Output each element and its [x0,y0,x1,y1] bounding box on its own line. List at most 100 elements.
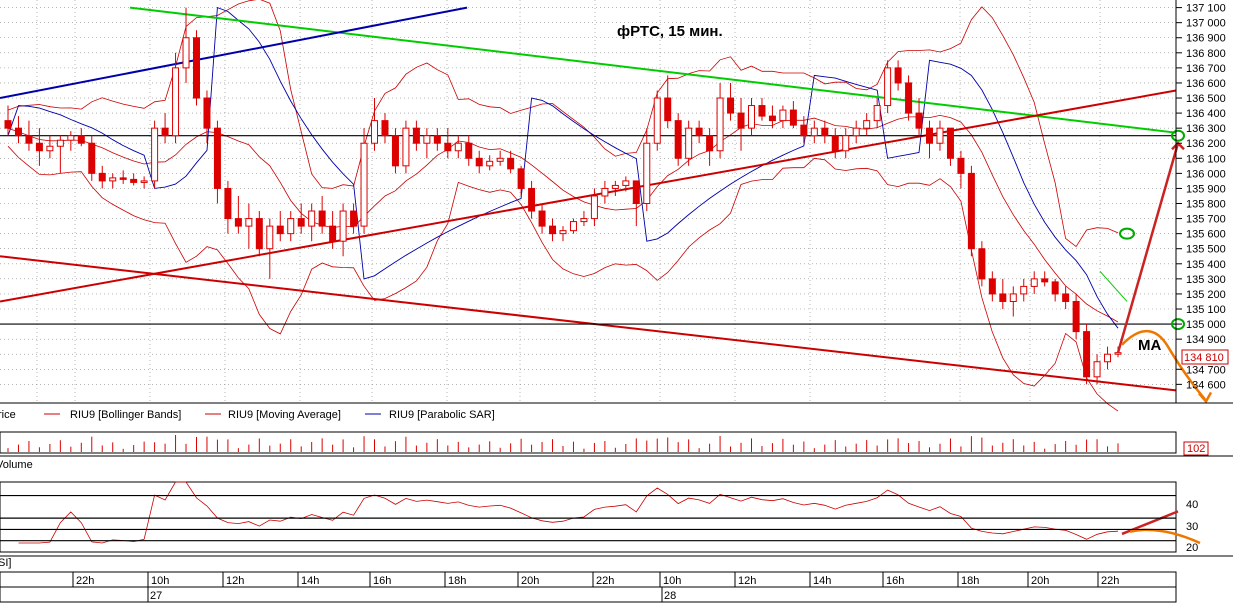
volume-bars [7,435,1119,452]
candle-body [46,145,54,152]
candle-body [423,135,431,144]
candle-body [350,210,358,227]
candle-body [234,218,242,227]
candle-body [653,97,661,144]
candle-body [863,120,871,129]
candle-body [276,225,284,235]
price-tick-label: 136 900 [1186,33,1226,45]
candle-body [926,127,934,144]
candle-body [381,120,389,137]
candle-body [664,97,672,122]
candle-body [559,230,567,235]
candle-body [465,142,473,159]
date-label: 28 [664,590,676,602]
candle-body [151,127,159,182]
candle-body [549,225,557,235]
candle-body [946,127,954,159]
time-label: 20h [521,575,539,587]
candle-body [507,157,515,170]
candle-body [758,105,766,117]
trendline [0,6,468,100]
candle-body [590,195,598,220]
rsi-series [18,481,1119,544]
rsi-line [18,481,1201,545]
candle-body [77,135,85,144]
time-label: 16h [373,575,391,587]
price-tick-label: 135 100 [1186,304,1226,316]
candle-body [172,67,180,137]
time-label: 18h [961,575,979,587]
price-tick-label: 136 600 [1186,78,1226,90]
candle-body [685,127,693,159]
candle-body [56,139,64,147]
time-label: 10h [151,575,169,587]
candle-body [14,127,22,137]
price-tick-label: 136 100 [1186,153,1226,165]
candle-body [130,178,138,183]
candle-body [800,124,808,137]
time-label: 12h [226,575,244,587]
parabolic-sar [7,6,1119,329]
candle-body [643,142,651,205]
time-label: 22h [596,575,614,587]
candle-body [391,135,399,167]
candle-body [318,210,326,227]
candle-body [622,180,630,186]
price-tick-label: 135 800 [1186,199,1226,211]
rsi-panel-label: SI] [0,557,11,569]
time-label: 20h [1031,575,1049,587]
trendline [129,6,1177,134]
bollinger-lower [7,145,1119,412]
current-price-label: 134 810 [1184,352,1224,364]
candle-body [810,127,818,137]
candle-body [727,97,735,114]
candlesticks [4,7,1122,385]
candle-body [768,115,776,122]
date-label: 27 [150,590,162,602]
candle-body [967,172,975,250]
time-label: 22h [76,575,94,587]
legend-item-price: rice [0,409,16,421]
candle-body [1093,361,1101,378]
candle-body [192,37,200,99]
candle-body [329,225,337,242]
ma-annotation: MA [1138,337,1161,354]
rsi-tick-30: 30 [1186,521,1198,533]
candle-body [706,135,714,152]
candle-body [737,112,745,129]
candle-body [873,105,881,122]
candle-body [1062,293,1070,302]
legend: rice RIU9 [Bollinger Bands] RIU9 [Moving… [0,409,495,421]
candle-body [779,109,787,122]
chart-title: фРТС, 15 мин. [617,23,723,40]
volume-value-label: 102 [1187,443,1205,455]
candle-body [88,142,96,174]
candle-body [936,127,944,144]
legend-item-sar: RIU9 [Parabolic SAR] [389,409,495,421]
candle-body [161,127,169,137]
candle-body [632,180,640,205]
candle-body [988,278,996,295]
price-panel [0,0,1176,403]
candle-body [4,120,12,129]
bollinger-bands [7,0,1119,412]
projection-down-curve [1121,329,1206,401]
volume-panel-label: Volume [0,459,33,471]
candle-body [371,120,379,144]
candle-body [475,157,483,167]
level-marker [1171,318,1185,331]
price-tick-label: 136 400 [1186,108,1226,120]
price-axis: 137 100 137 000 136 900 136 800 136 700 136 6… [1176,3,1226,391]
candle-body [213,127,221,189]
time-label: 12h [738,575,756,587]
candle-body [119,177,127,180]
price-tick-label: 136 500 [1186,93,1226,105]
horizontal-levels [0,129,1185,331]
candle-body [297,218,305,227]
candle-body [1020,285,1028,295]
candle-body [884,67,892,107]
candle-body [182,37,190,69]
candle-body [433,135,441,144]
price-tick-label: 135 000 [1186,319,1226,331]
